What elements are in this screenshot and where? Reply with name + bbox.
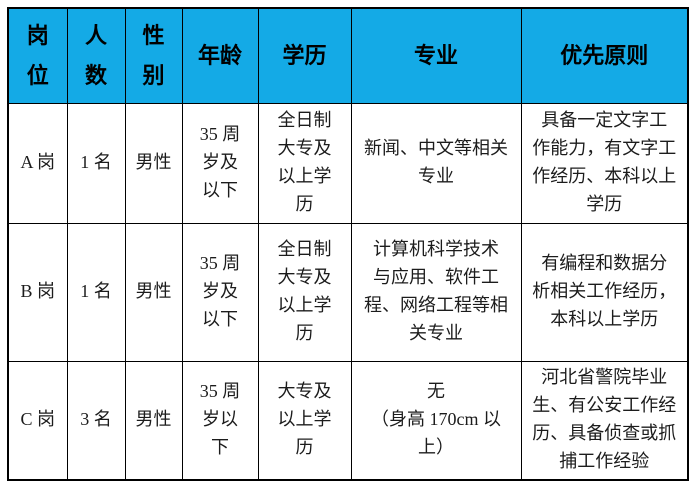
cell-major: 无 （身高 170cm 以 上）: [350, 360, 522, 481]
table-row-post-c: C 岗 3 名 男性 35 周 岁以 下 大专及 以上学 历 无 （身高 170…: [7, 360, 689, 481]
cell-age: 35 周 岁以 下: [181, 360, 259, 481]
header-gender: 性 别: [124, 7, 183, 104]
cell-post: B 岗: [7, 222, 68, 362]
header-priority: 优先原则: [520, 7, 689, 104]
table-row-post-b: B 岗 1 名 男性 35 周 岁及 以下 全日制 大专及 以上学 历 计算机科…: [7, 222, 689, 362]
cell-gender: 男性: [124, 360, 183, 481]
cell-major: 新闻、中文等相关 专业: [350, 102, 522, 224]
cell-headcount: 3 名: [66, 360, 126, 481]
cell-gender: 男性: [124, 102, 183, 224]
header-major: 专业: [350, 7, 522, 104]
header-post: 岗 位: [7, 7, 68, 104]
cell-priority: 河北省警院毕业 生、有公安工作经 历、具备侦查或抓 捕工作经验: [520, 360, 689, 481]
header-education: 学历: [257, 7, 352, 104]
cell-headcount: 1 名: [66, 222, 126, 362]
cell-education: 全日制 大专及 以上学 历: [257, 222, 352, 362]
cell-education: 大专及 以上学 历: [257, 360, 352, 481]
header-headcount: 人 数: [66, 7, 126, 104]
recruitment-table: 岗 位 人 数 性 别 年龄 学历 专业 优先原则 A 岗 1 名 男性 35 …: [7, 7, 689, 481]
cell-age: 35 周 岁及 以下: [181, 102, 259, 224]
cell-post: A 岗: [7, 102, 68, 224]
header-age: 年龄: [181, 7, 259, 104]
cell-age: 35 周 岁及 以下: [181, 222, 259, 362]
cell-education: 全日制 大专及 以上学 历: [257, 102, 352, 224]
cell-gender: 男性: [124, 222, 183, 362]
header-row: 岗 位 人 数 性 别 年龄 学历 专业 优先原则: [7, 7, 689, 104]
cell-headcount: 1 名: [66, 102, 126, 224]
cell-priority: 有编程和数据分 析相关工作经历， 本科以上学历: [520, 222, 689, 362]
cell-priority: 具备一定文字工 作能力，有文字工 作经历、本科以上 学历: [520, 102, 689, 224]
cell-post: C 岗: [7, 360, 68, 481]
table-row-post-a: A 岗 1 名 男性 35 周 岁及 以下 全日制 大专及 以上学 历 新闻、中…: [7, 102, 689, 224]
cell-major: 计算机科学技术 与应用、软件工 程、网络工程等相 关专业: [350, 222, 522, 362]
